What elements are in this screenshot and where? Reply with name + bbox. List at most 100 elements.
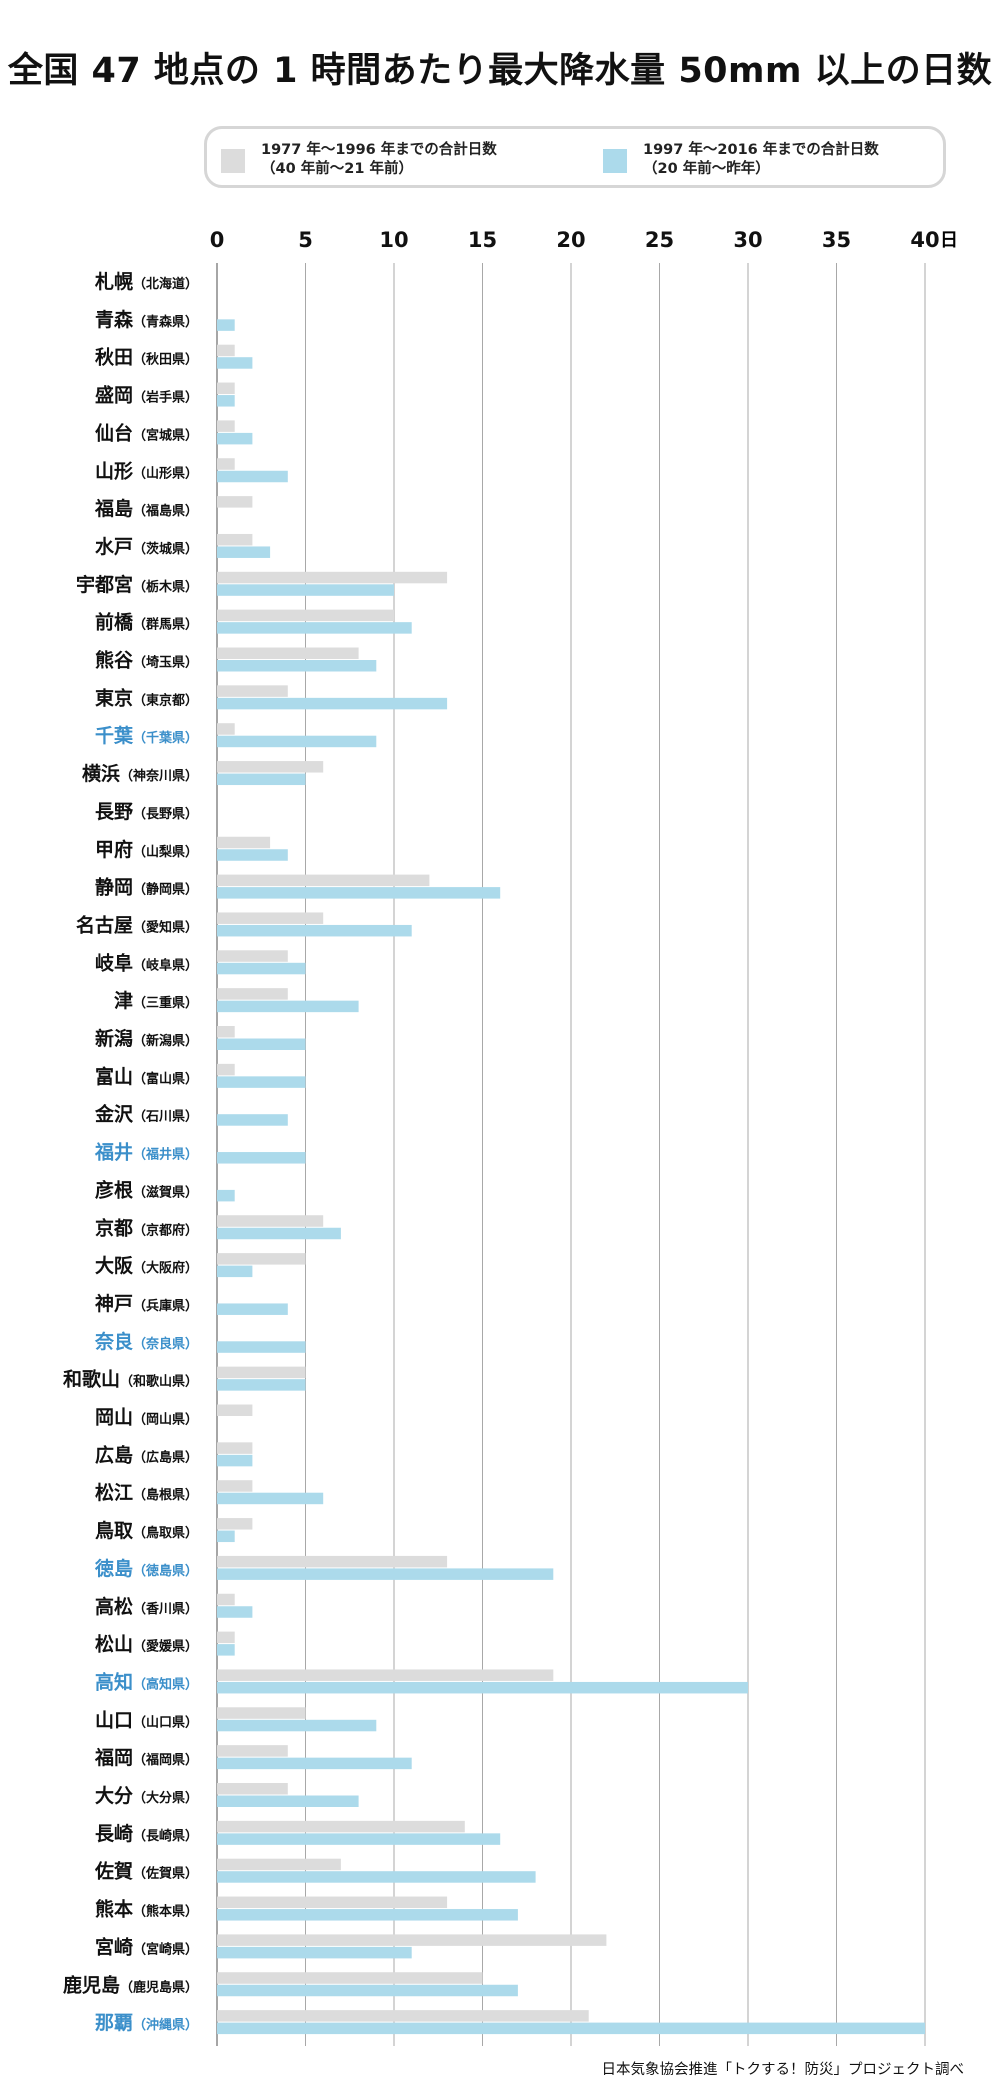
bar-period1-29 (217, 1366, 306, 1379)
bar-period1-19 (217, 988, 288, 1000)
bar-period1-40 (217, 1783, 288, 1795)
bar-period1-39 (217, 1745, 288, 1757)
category-label-32: 松江（島根県） (95, 1481, 198, 1504)
bar-period2-9 (217, 622, 412, 634)
x-axis-unit: 日 (940, 230, 958, 251)
bar-period1-36 (217, 1631, 235, 1644)
bar-period2-43 (217, 1909, 518, 1921)
bar-period1-44 (217, 1934, 607, 1946)
category-label-40: 大分（大分県） (95, 1784, 198, 1807)
bar-period1-20 (217, 1026, 235, 1038)
category-label-2: 秋田（秋田県） (95, 346, 198, 369)
category-label-0: 札幌（北海道） (94, 270, 198, 293)
bar-period2-10 (217, 660, 377, 672)
category-label-31: 広島（広島県） (95, 1443, 198, 1466)
bar-period2-16 (217, 887, 501, 899)
x-tick-label-40: 40 (910, 228, 939, 252)
legend-swatch-period1 (221, 149, 245, 173)
bar-period2-5 (217, 470, 288, 483)
bar-period2-20 (217, 1038, 306, 1050)
category-label-18: 岐阜（岐阜県） (95, 951, 198, 974)
bar-period2-24 (217, 1189, 235, 1202)
category-label-27: 神戸（兵庫県） (95, 1292, 198, 1315)
bar-period2-45 (217, 1984, 518, 1997)
legend-sublabel-period1: （40 年前〜21 年前） (261, 161, 413, 177)
bar-period2-25 (217, 1227, 341, 1240)
bar-period2-27 (217, 1303, 288, 1315)
category-label-22: 金沢（石川県） (94, 1103, 198, 1126)
bar-period2-41 (217, 1833, 501, 1845)
bar-period2-7 (217, 546, 271, 558)
bar-period1-32 (217, 1480, 253, 1492)
bar-period1-12 (217, 723, 235, 735)
bar-period1-18 (217, 950, 288, 962)
x-tick-label-10: 10 (379, 228, 408, 252)
legend-label-period2: 1997 年〜2016 年までの合計日数 (643, 142, 879, 158)
category-label-13: 横浜（神奈川県） (82, 762, 198, 785)
bar-period1-17 (217, 912, 324, 924)
bar-period1-13 (217, 761, 324, 773)
bar-period2-32 (217, 1492, 324, 1505)
category-label-11: 東京（東京都） (95, 686, 198, 709)
chart-title: 全国 47 地点の 1 時間あたり最大降水量 50mm 以上の日数 (7, 51, 993, 91)
bar-period1-45 (217, 1972, 483, 1984)
bar-period2-13 (217, 773, 306, 786)
bar-period1-4 (217, 420, 235, 432)
legend: 1977 年〜1996 年までの合計日数 （40 年前〜21 年前） 1997 … (204, 126, 946, 188)
bar-period1-3 (217, 382, 235, 395)
category-label-42: 佐賀（佐賀県） (94, 1860, 198, 1883)
category-label-1: 青森（青森県） (95, 308, 198, 331)
bar-period1-43 (217, 1896, 448, 1909)
x-tick-label-25: 25 (645, 228, 674, 252)
bar-period2-44 (217, 1946, 412, 1959)
category-label-20: 新潟（新潟県） (95, 1027, 198, 1050)
bar-period2-12 (217, 735, 377, 748)
bar-period2-22 (217, 1114, 288, 1126)
legend-sublabel-period2: （20 年前〜昨年） (643, 161, 770, 177)
category-label-37: 高知（高知県） (95, 1670, 198, 1693)
bar-period1-38 (217, 1707, 306, 1719)
bar-period1-2 (217, 344, 235, 357)
bar-period2-29 (217, 1379, 306, 1391)
category-label-8: 宇都宮（栃木県） (76, 573, 198, 596)
bar-period2-15 (217, 849, 288, 861)
category-label-12: 千葉（千葉県） (95, 725, 198, 747)
bar-period1-35 (217, 1593, 235, 1606)
bar-period2-31 (217, 1454, 253, 1467)
category-label-4: 仙台（宮城県） (95, 421, 198, 444)
bar-period2-37 (217, 1681, 748, 1694)
category-label-35: 高松（香川県） (95, 1595, 198, 1618)
bar-period1-5 (217, 458, 235, 470)
bar-period2-2 (217, 357, 253, 369)
bar-period2-33 (217, 1530, 235, 1543)
category-label-9: 前橋（群馬県） (95, 611, 198, 634)
bar-period2-19 (217, 1000, 359, 1013)
category-label-34: 徳島（徳島県） (94, 1557, 198, 1580)
bar-period1-31 (217, 1442, 253, 1454)
x-tick-label-20: 20 (556, 228, 585, 252)
category-label-43: 熊本（熊本県） (95, 1898, 198, 1921)
category-label-14: 長野（長野県） (95, 801, 198, 823)
category-label-5: 山形（山形県） (95, 460, 198, 482)
bar-period2-46 (217, 2022, 925, 2035)
category-label-45: 鹿児島（鹿児島県） (63, 1973, 198, 1996)
bar-period2-21 (217, 1076, 306, 1088)
bar-period1-41 (217, 1820, 465, 1833)
bar-period1-11 (217, 685, 288, 697)
bar-period1-42 (217, 1858, 341, 1871)
bar-period1-33 (217, 1518, 253, 1530)
source-note: 日本気象協会推進「トクする！防災」プロジェクト調べ (601, 2062, 965, 2078)
category-label-19: 津（三重県） (114, 989, 198, 1012)
category-label-25: 京都（京都府） (95, 1216, 198, 1239)
bar-period2-11 (217, 697, 448, 710)
bar-period1-21 (217, 1063, 235, 1076)
bar-period1-25 (217, 1215, 324, 1227)
category-label-33: 鳥取（鳥取県） (95, 1519, 198, 1542)
x-tick-label-35: 35 (822, 228, 851, 252)
category-label-24: 彦根（滋賀県） (95, 1178, 198, 1201)
bar-period1-46 (217, 2010, 589, 2022)
category-label-21: 富山（富山県） (95, 1065, 198, 1088)
bar-period2-3 (217, 395, 235, 407)
legend-label-period1: 1977 年〜1996 年までの合計日数 (261, 142, 497, 158)
